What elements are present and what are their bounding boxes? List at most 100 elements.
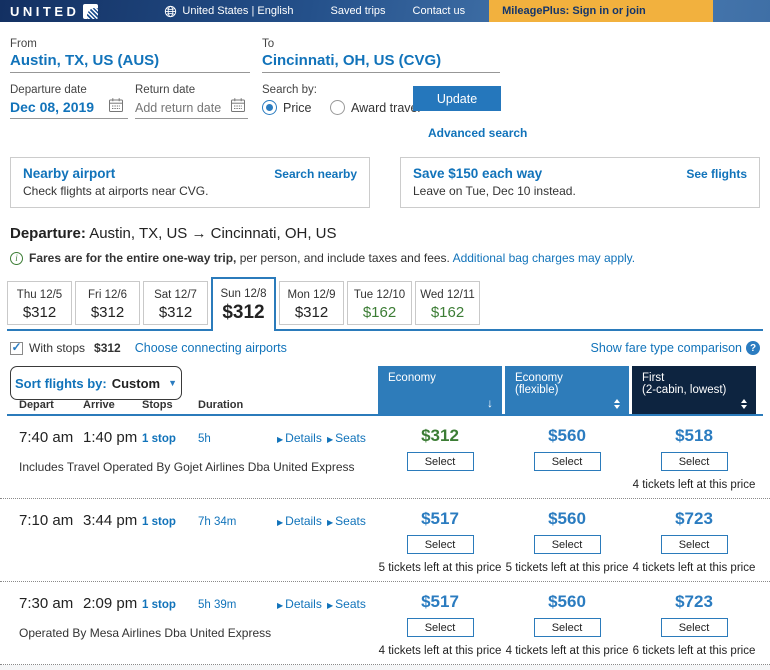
flight-results-list: 7:40 am 1:40 pm 1 stop 5h Details Seats … <box>0 416 770 665</box>
promo-boxes: Nearby airport Search nearby Check fligh… <box>0 157 770 208</box>
mileageplus-signin-label: MileagePlus: Sign in or join <box>502 5 646 17</box>
stops-link[interactable]: 1 stop <box>142 516 176 528</box>
advanced-search-link[interactable]: Advanced search <box>428 126 528 140</box>
see-flights-link[interactable]: See flights <box>686 167 747 181</box>
connecting-airports-link[interactable]: Choose connecting airports <box>134 341 287 355</box>
duration-value: 7h 34m <box>198 516 237 528</box>
fare-cells: $312 Select $560 Select $518 Select 4 ti… <box>378 416 756 498</box>
details-link[interactable]: Details <box>277 431 327 445</box>
region-language-label: United States | English <box>182 5 294 17</box>
saved-trips-link[interactable]: Saved trips <box>330 5 385 17</box>
to-input[interactable]: Cincinnati, OH, US (CVG) <box>262 52 442 69</box>
region-language-menu[interactable]: United States | English <box>164 5 293 18</box>
fare-price: $312 <box>421 426 459 445</box>
search-by-label: Search by: <box>262 84 317 96</box>
date-tab[interactable]: Sat 12/7 $312 <box>143 281 208 325</box>
select-button[interactable]: Select <box>406 535 474 554</box>
sort-flights-dropdown[interactable]: Sort flights by: Custom <box>10 366 182 400</box>
select-button[interactable]: Select <box>660 452 728 471</box>
contact-us-link[interactable]: Contact us <box>413 5 466 17</box>
award-travel-radio-button[interactable] <box>330 100 345 115</box>
date-tab[interactable]: Mon 12/9 $312 <box>279 281 344 325</box>
date-tab-price: $312 <box>22 304 57 321</box>
seats-link[interactable]: Seats <box>327 431 377 445</box>
date-tabs: Thu 12/5 $312 Fri 12/6 $312 Sat 12/7 $31… <box>7 277 763 331</box>
depart-time: 7:30 am <box>19 595 74 612</box>
flight-info: 7:40 am 1:40 pm 1 stop 5h Details Seats … <box>7 416 378 498</box>
bag-charges-link[interactable]: Additional bag charges may apply. <box>452 251 636 265</box>
united-logo-text: UNITED <box>10 3 80 19</box>
stops-link[interactable]: 1 stop <box>142 433 176 445</box>
fare-comparison-link[interactable]: Show fare type comparison <box>591 341 760 355</box>
seats-link[interactable]: Seats <box>327 597 377 611</box>
fare-cell: $560 Select 4 tickets left at this price <box>505 582 629 664</box>
flight-row: 7:40 am 1:40 pm 1 stop 5h Details Seats … <box>0 416 770 499</box>
select-button[interactable]: Select <box>406 618 474 637</box>
fare-cell: $517 Select 4 tickets left at this price <box>378 582 502 664</box>
sort-label: Sort flights by: <box>14 375 107 391</box>
select-button[interactable]: Select <box>533 452 601 471</box>
save-each-way-title: Save $150 each way <box>413 166 543 181</box>
with-stops-label: With stops <box>29 341 86 355</box>
search-nearby-link[interactable]: Search nearby <box>274 167 357 181</box>
triangle-right-icon <box>277 601 283 610</box>
fare-cell: $723 Select 6 tickets left at this price <box>632 582 756 664</box>
date-tab-price: $312 <box>294 304 329 321</box>
save-each-way-body: Leave on Tue, Dec 10 instead. <box>413 184 576 198</box>
fare-price: $723 <box>675 592 713 611</box>
fare-cell: $560 Select 5 tickets left at this price <box>505 499 629 581</box>
departure-calendar-icon[interactable] <box>108 97 124 113</box>
fare-column-header[interactable]: Economy ↓ <box>378 366 502 414</box>
details-link[interactable]: Details <box>277 514 327 528</box>
date-tab[interactable]: Wed 12/11 $162 <box>415 281 480 325</box>
united-logo[interactable]: UNITED <box>0 3 99 19</box>
operated-by-note: Operated By Mesa Airlines Dba United Exp… <box>19 626 272 640</box>
with-stops-checkbox[interactable] <box>10 341 23 355</box>
fare-column-header[interactable]: Economy (flexible) <box>505 366 629 414</box>
help-question-icon[interactable] <box>746 341 760 355</box>
duration-value: 5h <box>198 433 211 445</box>
fare-column-title: Economy <box>388 372 436 384</box>
triangle-right-icon <box>327 518 333 527</box>
date-tab[interactable]: Sun 12/8 $312 <box>211 277 276 331</box>
select-button[interactable]: Select <box>533 535 601 554</box>
departure-date-underline <box>10 118 128 119</box>
info-icon: i <box>10 251 23 265</box>
tickets-left-note: 6 tickets left at this price <box>632 645 756 657</box>
tickets-left-note: 5 tickets left at this price <box>505 562 629 574</box>
mileageplus-signin-button[interactable]: MileagePlus: Sign in or join <box>489 0 714 22</box>
departure-date-input[interactable]: Dec 08, 2019 <box>10 99 95 115</box>
tickets-left-note <box>505 479 629 492</box>
fare-price: $723 <box>675 509 713 528</box>
fare-column-header[interactable]: First (2-cabin, lowest) <box>632 366 756 414</box>
select-button[interactable]: Select <box>533 618 601 637</box>
update-button[interactable]: Update <box>413 86 501 111</box>
date-tab[interactable]: Tue 12/10 $162 <box>347 281 412 325</box>
from-underline <box>10 72 250 73</box>
stops-link[interactable]: 1 stop <box>142 599 176 611</box>
arrive-time: 2:09 pm <box>83 595 138 612</box>
date-tab[interactable]: Fri 12/6 $312 <box>75 281 140 325</box>
date-tab[interactable]: Thu 12/5 $312 <box>7 281 72 325</box>
seats-link[interactable]: Seats <box>327 514 377 528</box>
select-button[interactable]: Select <box>660 618 728 637</box>
return-date-input[interactable]: Add return date <box>135 101 222 115</box>
price-radio-button[interactable] <box>262 100 277 115</box>
departure-date-label: Departure date <box>10 84 87 96</box>
from-input[interactable]: Austin, TX, US (AUS) <box>10 52 160 69</box>
award-travel-radio[interactable]: Award travel <box>330 100 420 115</box>
triangle-right-icon <box>327 601 333 610</box>
select-button[interactable]: Select <box>406 452 474 471</box>
details-link[interactable]: Details <box>277 597 327 611</box>
triangle-right-icon <box>277 518 283 527</box>
fare-column-title: Economy <box>515 372 563 384</box>
select-button[interactable]: Select <box>660 535 728 554</box>
price-radio[interactable]: Price <box>262 100 311 115</box>
tab-underline <box>7 329 763 331</box>
date-tab-day: Sat 12/7 <box>154 289 197 301</box>
top-navbar: UNITED United States | English Saved tri… <box>0 0 770 22</box>
return-calendar-icon[interactable] <box>230 97 246 113</box>
column-labels: Depart Arrive Stops Duration <box>19 399 277 411</box>
sort-arrows-icon <box>614 399 620 409</box>
